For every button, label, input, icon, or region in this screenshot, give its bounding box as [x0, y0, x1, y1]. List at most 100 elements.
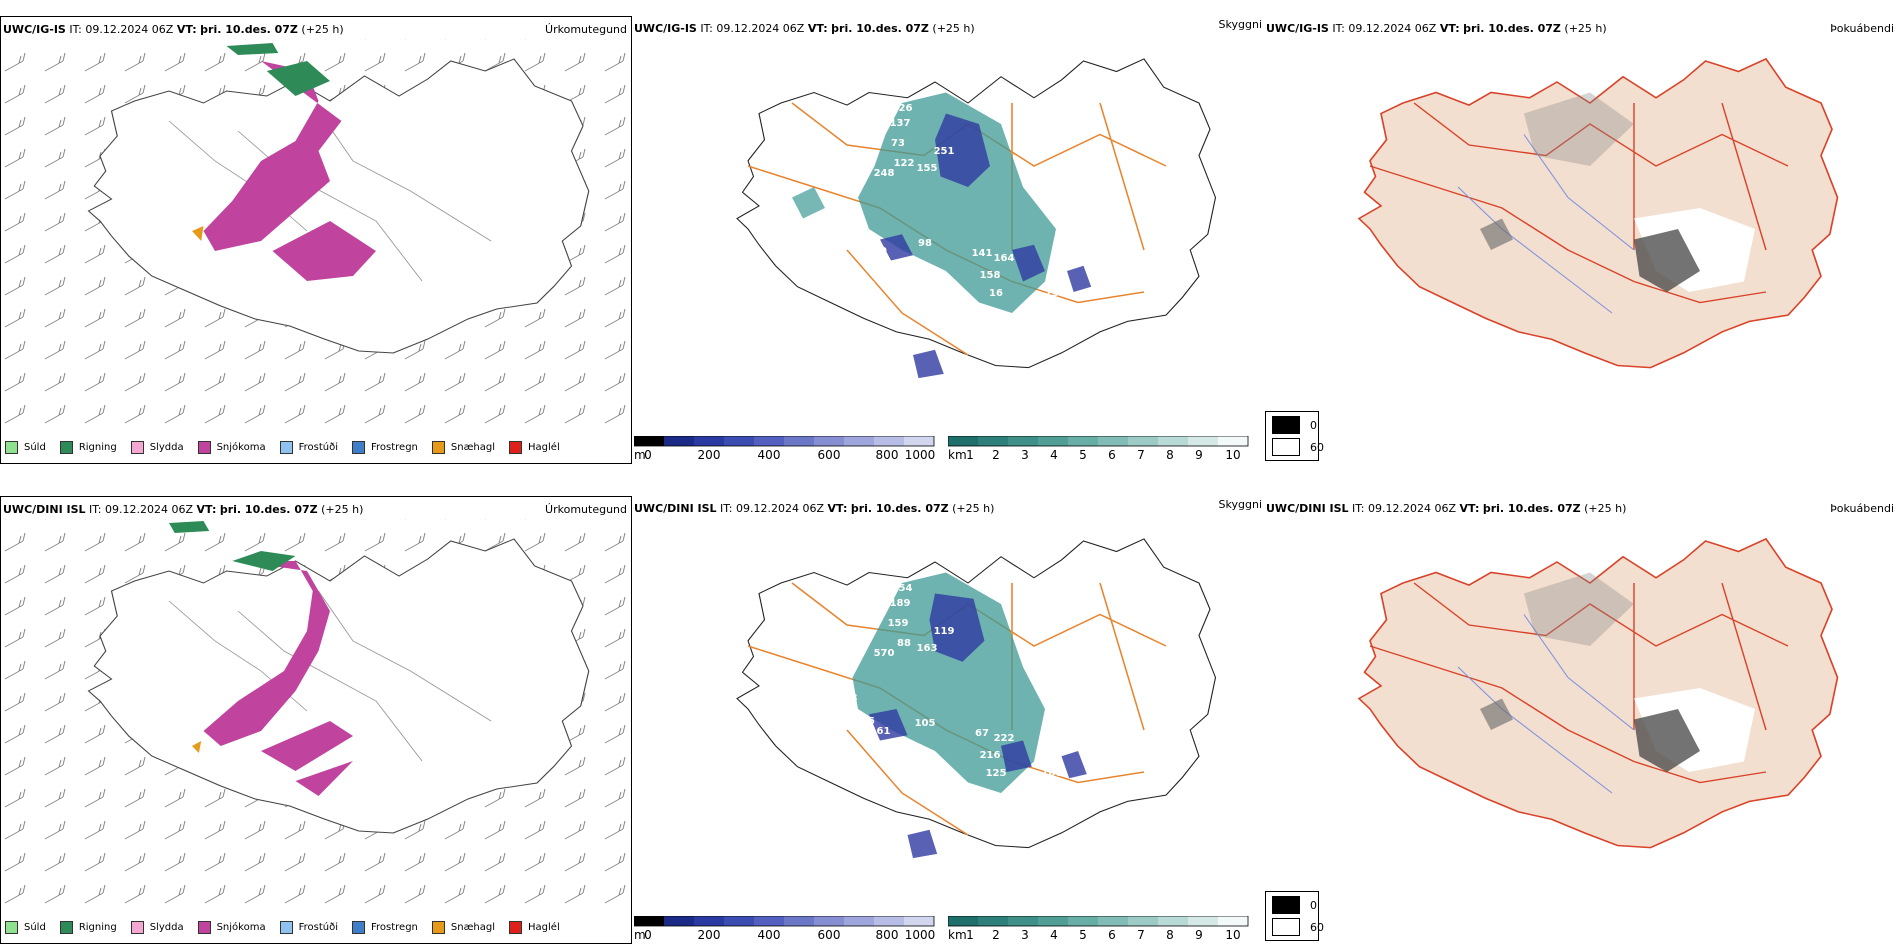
- panel-title: Þokuábendi: [1830, 502, 1894, 515]
- panel-header: UWC/IG-IS IT: 09.12.2024 06Z VT: þri. 10…: [3, 23, 344, 36]
- cloud-base-label: 104: [858, 236, 879, 247]
- cloud-base-label: 251: [972, 580, 993, 591]
- panel-title: Úrkomutegund: [545, 23, 627, 36]
- legend-item-suld: Súld: [5, 441, 46, 454]
- legend-swatch: [279, 441, 293, 454]
- cloud-base-label: 125: [986, 768, 1007, 779]
- cloud-base-label: 570: [874, 648, 895, 659]
- cloud-base-label: 226: [892, 103, 913, 114]
- colorbar-unit: m: [634, 448, 646, 462]
- cloud-base-label: 105: [915, 718, 936, 729]
- cloud-base-label: 73: [891, 138, 905, 149]
- fog-swatch-light: [1272, 438, 1300, 456]
- legend-swatch: [5, 441, 18, 454]
- legend-swatch: [509, 921, 523, 934]
- precip-legend: Súld Rigning Slydda Snjókoma Frostúði Fr…: [5, 441, 560, 454]
- cloud-base-label: 122: [894, 158, 915, 169]
- fog-legend-min: 0: [1272, 416, 1317, 434]
- cloud-base-label: 159: [888, 618, 909, 629]
- cloud-base-label: 161: [870, 726, 891, 737]
- cloud-base-label: 35: [863, 843, 877, 854]
- fog-map: [1358, 538, 1839, 849]
- panel-title: Skyggni: [1218, 498, 1262, 511]
- cloud-base-label: 65: [861, 716, 875, 727]
- precip-map: [1, 39, 631, 437]
- cloud-base-label: 21: [883, 383, 897, 394]
- cloud-base-label: 216: [980, 750, 1001, 761]
- fog-legend: 0 60: [1265, 411, 1324, 461]
- cloud-base-label: 154: [892, 583, 913, 594]
- cloud-base-label: 122: [1042, 798, 1063, 809]
- cloud-base-label: 236: [972, 100, 993, 111]
- precip-map: [1, 519, 631, 917]
- cloud-panel: UWC/IG-IS IT: 09.12.2024 06Z VT: þri. 10…: [632, 16, 1264, 464]
- fog-legend-max: 60: [1272, 918, 1324, 936]
- cloud-base-label: 59: [883, 863, 897, 874]
- legend-swatch: [5, 921, 18, 934]
- cloud-panel: UWC/DINI ISL IT: 09.12.2024 06Z VT: þri.…: [632, 496, 1264, 944]
- legend-swatch: [352, 921, 365, 934]
- fog-panel: UWC/DINI ISL IT: 09.12.2024 06Z VT: þri.…: [1264, 496, 1900, 944]
- legend-item-frostudi: Frostúði: [279, 921, 338, 934]
- cloud-base-label: 137: [890, 118, 911, 129]
- legend-item-snaehagl: Snæhagl: [431, 441, 495, 454]
- panel-header: UWC/IG-IS IT: 09.12.2024 06Z VT: þri. 10…: [1266, 22, 1607, 35]
- legend-item-slydda: Slydda: [130, 921, 184, 934]
- legend-item-snjokoma: Snjókoma: [197, 441, 266, 454]
- precip-legend: Súld Rigning Slydda Snjókoma Frostúði Fr…: [5, 921, 560, 934]
- legend-item-rigning: Rigning: [59, 441, 117, 454]
- colorbar-unit: km: [948, 448, 967, 462]
- legend-item-hagle: Haglél: [509, 921, 560, 934]
- cloud-base-label: 163: [917, 643, 938, 654]
- panel-header: UWC/DINI ISL IT: 09.12.2024 06Z VT: þri.…: [634, 502, 995, 515]
- cloud-base-label: 106: [894, 750, 915, 761]
- fog-swatch-dark: [1272, 896, 1300, 914]
- legend-swatch: [59, 441, 73, 454]
- cloud-base-label: 75: [903, 860, 917, 871]
- panel-header: UWC/DINI ISL IT: 09.12.2024 06Z VT: þri.…: [3, 503, 364, 516]
- fog-map: [1358, 58, 1839, 369]
- legend-swatch: [130, 921, 144, 934]
- legend-swatch: [431, 441, 445, 454]
- legend-swatch: [279, 921, 293, 934]
- cloud-base-label: 13: [1045, 288, 1059, 299]
- legend-swatch: [197, 921, 211, 934]
- cloud-base-label: 98: [918, 238, 932, 249]
- cloud-base-label: 17: [858, 760, 872, 771]
- fog-swatch-light: [1272, 918, 1300, 936]
- fog-legend-max: 60: [1272, 438, 1324, 456]
- cloud-base-label: 93: [897, 270, 911, 281]
- fog-panel: UWC/IG-IS IT: 09.12.2024 06Z VT: þri. 10…: [1264, 16, 1900, 464]
- visibility-colorbar: km 1 2 3 4 5 6 7 8 9 10: [948, 916, 1260, 944]
- colorbar-unit: km: [948, 928, 967, 942]
- cloud-base-label: 40: [1045, 318, 1059, 329]
- cloud-base-label: 222: [994, 733, 1015, 744]
- legend-swatch: [130, 441, 144, 454]
- legend-item-rigning: Rigning: [59, 921, 117, 934]
- fog-legend-min: 0: [1272, 896, 1317, 914]
- visibility-colorbar: km 1 2 3 4 5 6 7 8 9 10: [948, 436, 1260, 464]
- fog-legend: 0 60: [1265, 891, 1324, 941]
- cloud-base-label: 164: [994, 253, 1015, 264]
- cloud-base-label: 119: [934, 626, 955, 637]
- cloud-base-colorbar: m 0 200 400 600 800 1000: [634, 436, 944, 464]
- fog-swatch-dark: [1272, 416, 1300, 434]
- legend-swatch: [509, 441, 523, 454]
- panel-title: Þokuábendi: [1830, 22, 1894, 35]
- cloud-base-label: 16: [989, 288, 1003, 299]
- precip-panel: UWC/IG-IS IT: 09.12.2024 06Z VT: þri. 10…: [0, 16, 632, 464]
- panel-header: UWC/IG-IS IT: 09.12.2024 06Z VT: þri. 10…: [634, 22, 975, 35]
- legend-item-snjokoma: Snjókoma: [197, 921, 266, 934]
- cloud-base-label: 50: [873, 246, 887, 257]
- cloud-base-label: 100: [1042, 768, 1063, 779]
- cloud-base-label: 88: [897, 638, 911, 649]
- cloud-base-label: 158: [980, 270, 1001, 281]
- cloud-base-label: 78: [903, 380, 917, 391]
- panel-header: UWC/DINI ISL IT: 09.12.2024 06Z VT: þri.…: [1266, 502, 1627, 515]
- legend-swatch: [59, 921, 73, 934]
- legend-item-frostregn: Frostregn: [352, 921, 418, 934]
- legend-item-snaehagl: Snæhagl: [431, 921, 495, 934]
